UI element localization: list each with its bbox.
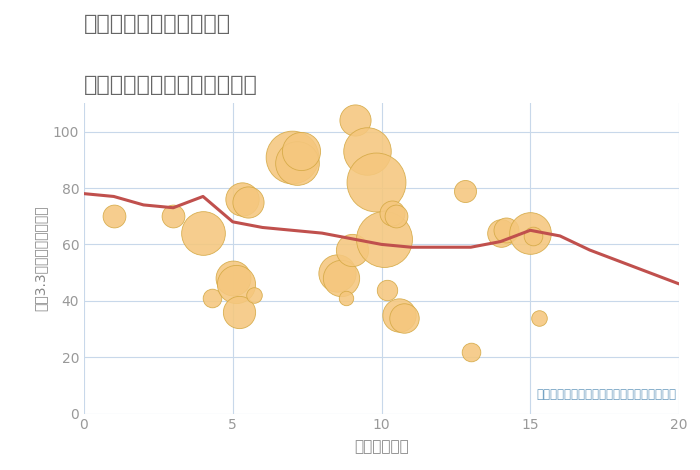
Point <box>361 148 372 155</box>
Point <box>236 196 247 203</box>
Point <box>230 280 241 288</box>
Point <box>287 153 298 161</box>
Point <box>525 229 536 237</box>
Point <box>370 179 381 186</box>
Point <box>382 286 393 293</box>
Point <box>108 212 119 220</box>
Point <box>206 294 218 302</box>
Point <box>533 314 545 321</box>
Point <box>340 294 351 302</box>
X-axis label: 駅距離（分）: 駅距離（分） <box>354 439 409 454</box>
Point <box>398 314 409 321</box>
Point <box>331 269 342 276</box>
Text: 円の大きさは、取引のあった物件面積を示す: 円の大きさは、取引のあった物件面積を示す <box>536 388 676 401</box>
Point <box>248 291 259 299</box>
Point <box>391 212 402 220</box>
Point <box>197 229 209 237</box>
Point <box>393 311 405 319</box>
Point <box>459 187 470 195</box>
Point <box>465 348 476 355</box>
Point <box>349 117 360 124</box>
Point <box>336 274 347 282</box>
Point <box>291 159 302 166</box>
Point <box>233 308 244 316</box>
Point <box>528 232 539 240</box>
Text: 三重県四日市市山村町の: 三重県四日市市山村町の <box>84 14 231 34</box>
Point <box>379 235 390 243</box>
Point <box>168 212 179 220</box>
Point <box>386 210 398 217</box>
Point <box>501 227 512 234</box>
Y-axis label: 坪（3.3㎡）単価（万円）: 坪（3.3㎡）単価（万円） <box>33 206 47 311</box>
Point <box>295 148 307 155</box>
Point <box>495 229 506 237</box>
Point <box>227 274 238 282</box>
Point <box>346 246 357 254</box>
Text: 駅距離別中古マンション価格: 駅距離別中古マンション価格 <box>84 75 258 95</box>
Point <box>242 198 253 206</box>
